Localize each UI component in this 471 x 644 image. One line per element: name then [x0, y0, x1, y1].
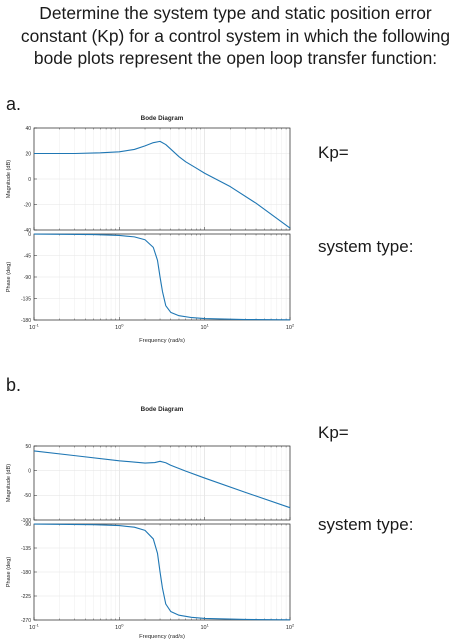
bode-title: Bode Diagram [141, 406, 184, 413]
magnitude-panel: 50 0 -50 -100 Magnitude (dB) [6, 444, 291, 524]
part-b-system-type-label: system type: [318, 515, 414, 534]
bode-title: Bode Diagram [141, 115, 184, 122]
x-axis-label: Frequency (rad/s) [139, 634, 185, 640]
part-a-label: a. [6, 94, 22, 114]
phase-curve [33, 233, 291, 321]
phase-axes-box [33, 233, 291, 321]
phase-axes-box [33, 523, 291, 621]
part-b-label: b. [6, 375, 22, 395]
x-tick-label: 100 [115, 323, 124, 332]
y-tick-label: -20 [24, 202, 31, 208]
magnitude-curve [33, 450, 291, 509]
x-tick-label: 102 [286, 323, 295, 332]
bode-diagram-a: Bode Diagram 40 20 0 -20 -40 Magnitude (dB) 0 -4… [6, 115, 295, 344]
y-tick-label: 0 [28, 232, 31, 238]
y-tick-label: 50 [25, 444, 31, 450]
magnitude-axes-box [33, 127, 291, 231]
y-tick-label: 40 [25, 126, 31, 132]
y-tick-label: -100 [21, 518, 31, 524]
y-tick-label: -90 [24, 522, 31, 528]
x-axis-label: Frequency (rad/s) [139, 338, 185, 344]
y-tick-label: -180 [21, 318, 31, 324]
x-tick-label: 10-1 [29, 323, 39, 332]
x-tick-label: 100 [115, 623, 124, 632]
question-line: Determine the system type and static pos… [39, 3, 432, 23]
phase-axis-label: Phase (deg) [6, 557, 12, 588]
part-a-kp-label: Kp= [318, 143, 349, 162]
magnitude-plot-area [34, 446, 290, 520]
part-b-kp-label: Kp= [318, 423, 349, 442]
x-tick-label: 101 [200, 623, 209, 632]
y-tick-label: -135 [21, 546, 31, 552]
y-tick-label: -180 [21, 570, 31, 576]
magnitude-curve [34, 140, 291, 229]
y-tick-label: -50 [24, 493, 31, 499]
y-tick-label: 0 [28, 177, 31, 183]
magnitude-panel: 40 20 0 -20 -40 Magnitude (dB) [6, 126, 291, 234]
question-text: Determine the system type and static pos… [0, 2, 471, 70]
y-tick-label: -270 [21, 618, 31, 624]
y-tick-label: -135 [21, 296, 31, 302]
y-tick-label: -40 [24, 228, 31, 234]
y-tick-label: -90 [24, 275, 31, 281]
part-a-system-type-label: system type: [318, 237, 414, 256]
question-line: constant (Kp) for a control system in wh… [20, 25, 451, 46]
x-tick-label: 102 [286, 623, 295, 632]
x-tick-label: 10-1 [29, 623, 39, 632]
phase-curve [33, 523, 291, 621]
x-tick-label: 101 [200, 323, 209, 332]
y-tick-label: 20 [25, 151, 31, 157]
y-tick-label: -45 [24, 253, 31, 259]
magnitude-axis-label: Magnitude (dB) [6, 464, 12, 502]
y-tick-label: -225 [21, 594, 31, 600]
magnitude-axes-box [33, 445, 291, 521]
magnitude-axis-label: Magnitude (dB) [6, 160, 12, 198]
phase-axis-label: Phase (deg) [6, 262, 12, 293]
question-line: bode plots represent the open loop trans… [33, 48, 438, 68]
y-tick-label: 0 [28, 468, 31, 474]
phase-panel: -90 -135 -180 -225 -270 Phase (deg) [6, 522, 291, 624]
phase-panel: 0 -45 -90 -135 -180 Phase (deg) [6, 232, 291, 324]
